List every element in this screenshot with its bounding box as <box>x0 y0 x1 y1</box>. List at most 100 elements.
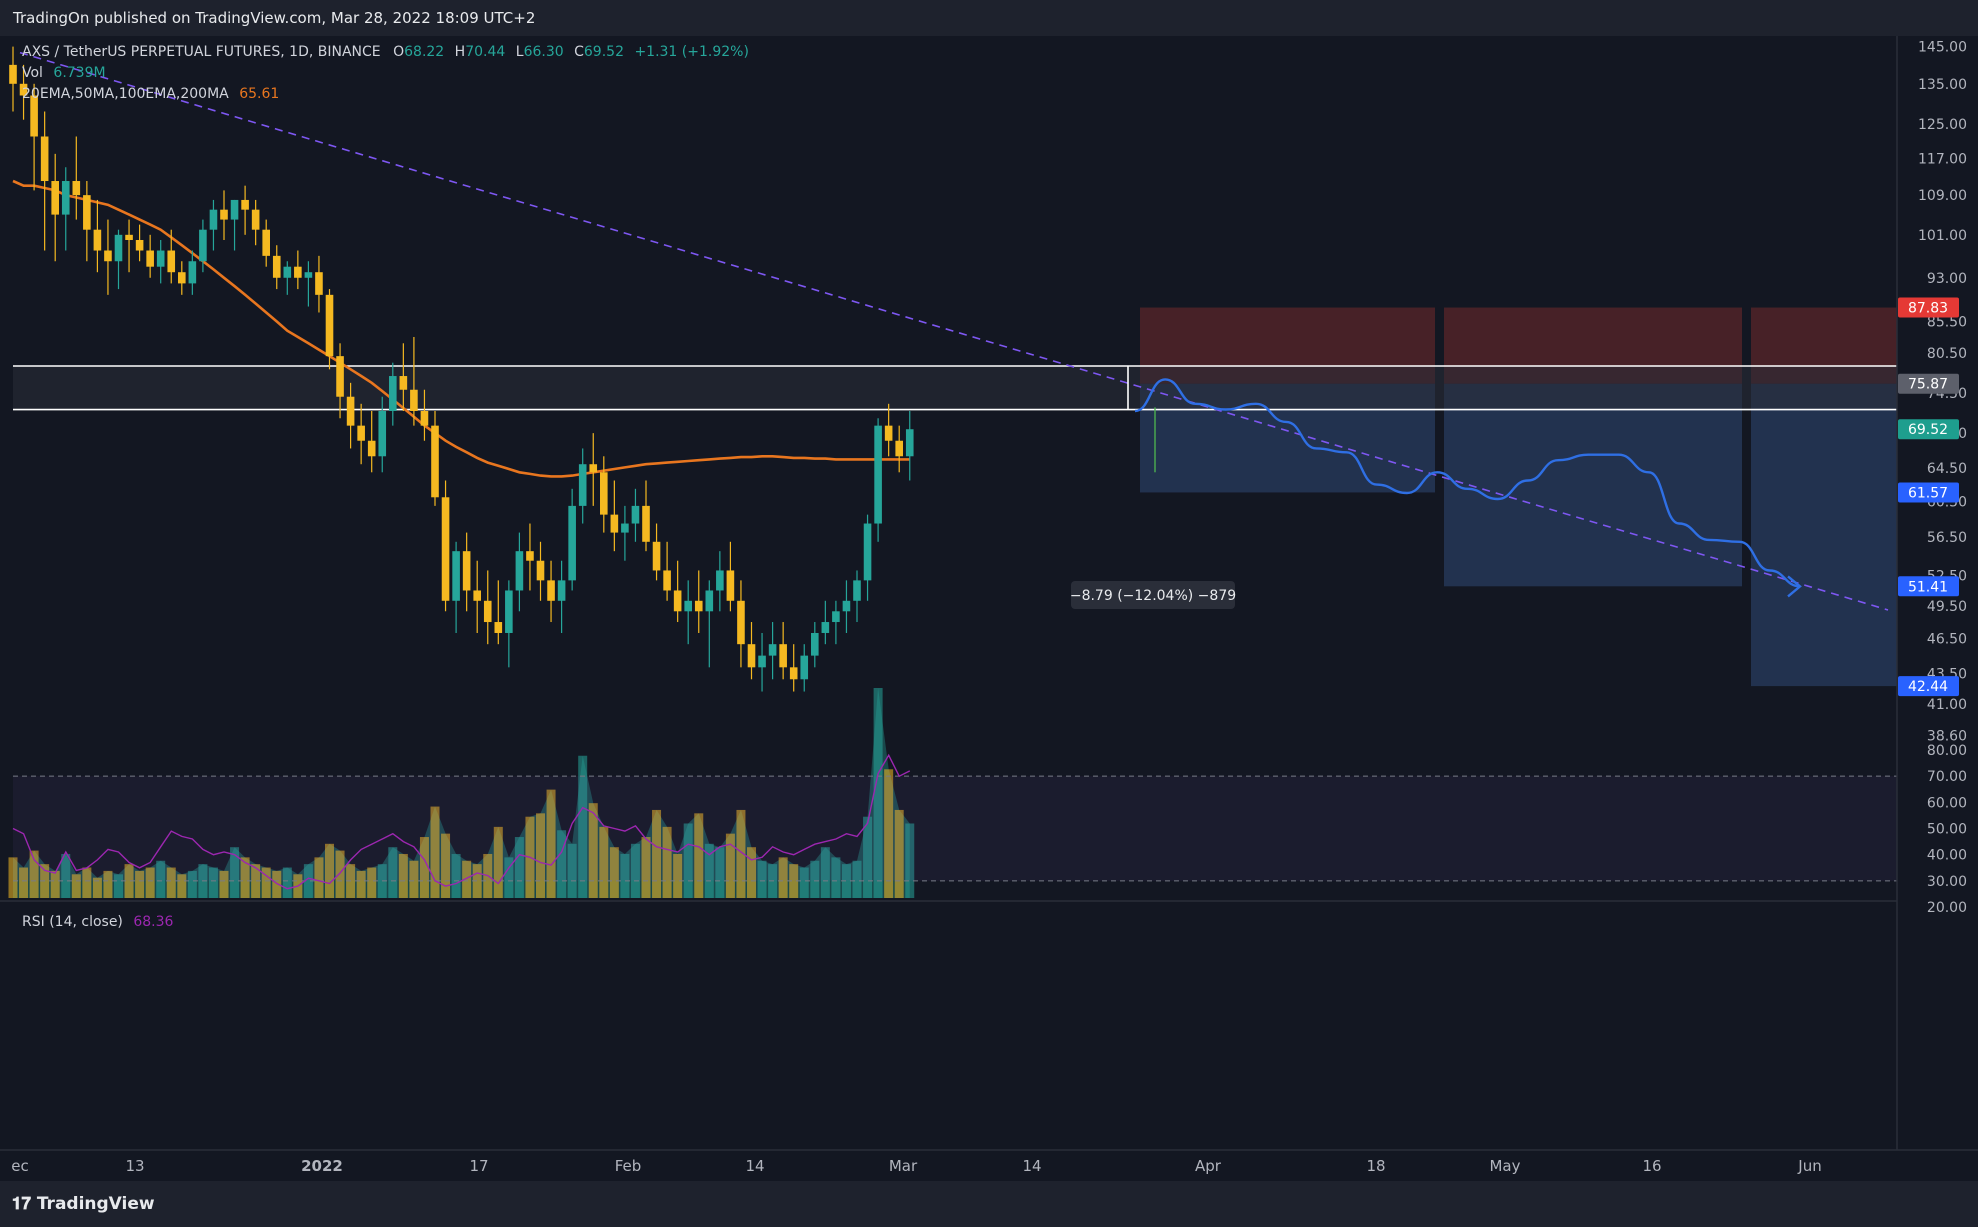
time-tick-2: 2022 <box>301 1157 343 1175</box>
legend-vol-value: 6.739M <box>53 65 106 81</box>
volume-bar-66 <box>704 843 714 898</box>
time-tick-9: 18 <box>1366 1157 1385 1175</box>
tradingview-logo[interactable]: 𝟏𝟕 TradingView <box>12 1194 155 1214</box>
volume-bar-7 <box>82 867 92 898</box>
candle-body-72 <box>768 644 777 656</box>
legend-l-label: L <box>515 44 524 60</box>
candle-body-18 <box>199 229 207 262</box>
candle-body-7 <box>83 195 91 230</box>
candle-body-39 <box>420 410 429 426</box>
price-label-box-5 <box>1898 676 1959 697</box>
volume-bar-60 <box>641 837 651 898</box>
time-tick-4: Feb <box>615 1157 642 1175</box>
candle-body-23 <box>251 209 260 230</box>
volume-bar-21 <box>230 847 240 898</box>
candle-body-82 <box>874 425 882 524</box>
candle-body-83 <box>884 425 893 441</box>
candle-body-56 <box>600 472 608 515</box>
candle-body-84 <box>895 440 903 457</box>
time-tick-10: May <box>1489 1157 1520 1175</box>
price-tick-0: 145.00 <box>1918 40 1967 56</box>
legend-high: 70.44 <box>465 44 506 60</box>
volume-bar-17 <box>187 870 197 898</box>
candle-body-0 <box>9 64 17 84</box>
legend-volume-row: Vol 6.739M <box>22 65 106 81</box>
candle-body-68 <box>726 570 735 601</box>
candle-body-1 <box>19 83 28 96</box>
volume-bar-67 <box>715 847 725 898</box>
projection-path <box>1134 378 1802 598</box>
legend-vol-label[interactable]: Vol <box>22 65 43 81</box>
price-label-box-2 <box>1898 419 1959 440</box>
candle-body-69 <box>737 600 745 645</box>
price-tick-19: 38.60 <box>1927 728 1967 744</box>
rsi-tick-0: 80.00 <box>1927 743 1967 759</box>
volume-bar-24 <box>261 867 271 898</box>
volume-bar-73 <box>778 857 788 898</box>
candle-body-8 <box>93 229 102 251</box>
time-tick-8: Apr <box>1195 1157 1222 1175</box>
volume-bar-1 <box>19 867 29 898</box>
candle-body-45 <box>483 600 492 623</box>
candles <box>9 46 914 692</box>
candle-body-49 <box>526 551 534 561</box>
rsi-line <box>12 753 911 890</box>
candle-body-11 <box>125 234 133 240</box>
price-label-box-1 <box>1898 373 1959 394</box>
candle-body-41 <box>441 497 450 601</box>
target-zone-3 <box>1751 383 1897 687</box>
candle-body-75 <box>800 655 809 680</box>
price-tick-15: 49.50 <box>1927 599 1967 615</box>
candle-body-76 <box>811 632 819 656</box>
candle-body-19 <box>209 209 218 230</box>
legend-o-label: O <box>393 44 405 60</box>
candle-body-10 <box>114 234 123 262</box>
price-tick-13: 56.50 <box>1927 530 1967 546</box>
projection-curve <box>1134 378 1801 588</box>
projection-arrowhead <box>1787 575 1802 598</box>
volume-bar-81 <box>863 816 873 898</box>
volume-bar-42 <box>451 853 461 898</box>
price-labels: 87.83 75.87 69.52 61.57 51.41 42.44 <box>1898 297 1959 697</box>
candle-body-30 <box>325 294 334 357</box>
target-zone-2 <box>1444 383 1742 587</box>
price-label-box-3 <box>1898 482 1959 503</box>
legend-ma-label[interactable]: 20EMA,50MA,100EMA,200MA <box>22 86 229 102</box>
time-tick-7: 14 <box>1022 1157 1041 1175</box>
measure-label: −8.79 (−12.04%) −879 <box>1070 588 1236 604</box>
volume-bar-33 <box>356 870 366 898</box>
candle-body-28 <box>304 272 313 278</box>
price-tick-8: 80.50 <box>1927 346 1967 362</box>
candle-body-25 <box>272 255 281 278</box>
legend-open: 68.22 <box>404 44 445 60</box>
time-tick-6: Mar <box>889 1157 918 1175</box>
volume-bar-57 <box>609 847 619 898</box>
price-tick-11: 64.50 <box>1927 461 1967 477</box>
rsi-tick-6: 20.00 <box>1927 900 1967 916</box>
chart-area[interactable]: −8.79 (−12.04%) −879 145.00 135.00 125.00 1… <box>0 36 1978 1181</box>
candle-body-34 <box>367 440 376 457</box>
volume-bar-76 <box>810 860 820 898</box>
candle-body-47 <box>505 590 513 633</box>
price-tick-6: 93.00 <box>1927 271 1967 287</box>
volume-bar-63 <box>673 853 683 898</box>
candle-body-79 <box>842 600 851 612</box>
price-tick-5: 101.00 <box>1918 228 1967 244</box>
volume-bar-78 <box>831 857 841 898</box>
volume-bar-69 <box>736 809 746 898</box>
volume-bar-15 <box>166 867 176 898</box>
volume-bar-16 <box>177 874 187 898</box>
candle-body-85 <box>905 429 914 457</box>
candle-body-52 <box>557 580 566 601</box>
chart-svg[interactable]: −8.79 (−12.04%) −879 145.00135.00125.001… <box>0 36 1978 1181</box>
candle-body-20 <box>220 209 228 220</box>
volume-bar-29 <box>314 857 324 898</box>
candle-body-44 <box>473 590 481 601</box>
candle-body-38 <box>410 389 418 411</box>
candle-body-29 <box>315 272 323 295</box>
candle-body-63 <box>673 590 682 612</box>
legend-symbol[interactable]: AXS / TetherUS PERPETUAL FUTURES, 1D, BI… <box>22 44 381 60</box>
candle-body-48 <box>515 551 524 591</box>
volume-bar-44 <box>472 864 482 898</box>
legend-rsi-label[interactable]: RSI (14, close) <box>22 914 123 930</box>
